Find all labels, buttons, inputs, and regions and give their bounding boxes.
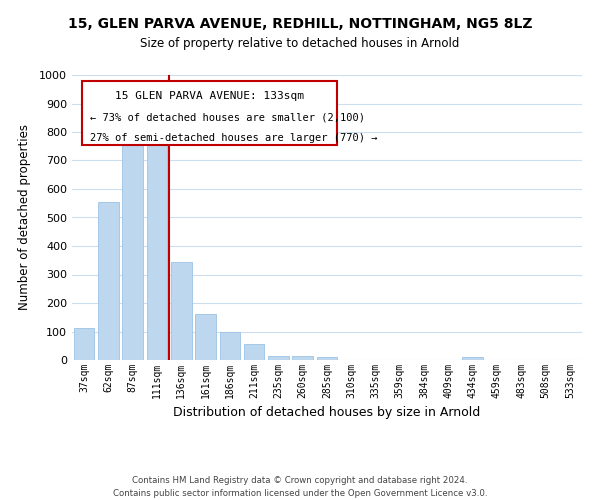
Bar — [171, 262, 191, 360]
FancyBboxPatch shape — [82, 80, 337, 145]
Bar — [292, 356, 313, 360]
Text: 27% of semi-detached houses are larger (770) →: 27% of semi-detached houses are larger (… — [90, 134, 377, 143]
Bar — [98, 202, 119, 360]
X-axis label: Distribution of detached houses by size in Arnold: Distribution of detached houses by size … — [173, 406, 481, 420]
Bar — [122, 139, 143, 360]
Text: Size of property relative to detached houses in Arnold: Size of property relative to detached ho… — [140, 38, 460, 51]
Text: 15 GLEN PARVA AVENUE: 133sqm: 15 GLEN PARVA AVENUE: 133sqm — [115, 90, 304, 101]
Text: ← 73% of detached houses are smaller (2,100): ← 73% of detached houses are smaller (2,… — [90, 112, 365, 122]
Bar — [244, 344, 265, 360]
Text: 15, GLEN PARVA AVENUE, REDHILL, NOTTINGHAM, NG5 8LZ: 15, GLEN PARVA AVENUE, REDHILL, NOTTINGH… — [68, 18, 532, 32]
Bar — [268, 356, 289, 360]
Bar — [220, 332, 240, 360]
Bar — [317, 357, 337, 360]
Text: Contains HM Land Registry data © Crown copyright and database right 2024.
Contai: Contains HM Land Registry data © Crown c… — [113, 476, 487, 498]
Bar — [195, 314, 216, 360]
Bar — [74, 328, 94, 360]
Y-axis label: Number of detached properties: Number of detached properties — [18, 124, 31, 310]
Bar — [463, 357, 483, 360]
Bar — [146, 144, 167, 360]
